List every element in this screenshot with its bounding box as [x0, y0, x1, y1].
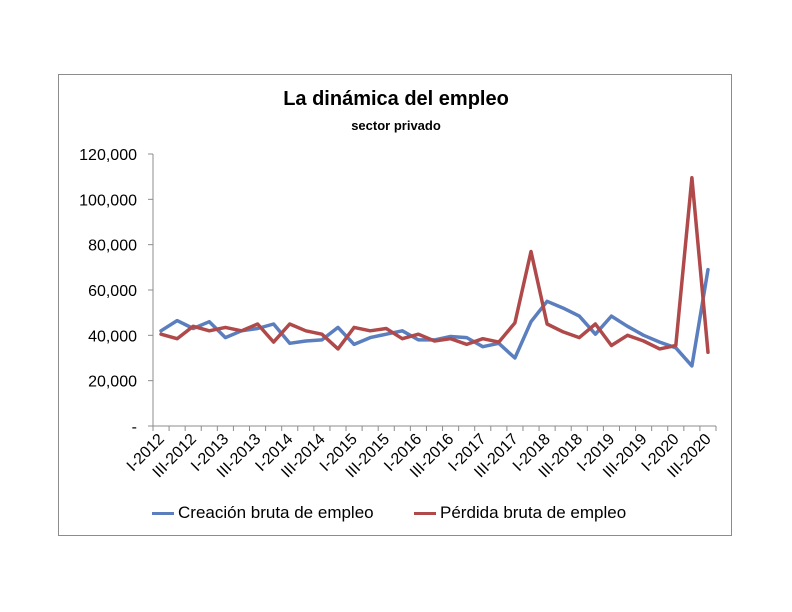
data-point-0	[352, 343, 356, 346]
y-tick-label: 60,000	[88, 283, 137, 300]
data-point-1	[240, 329, 243, 332]
legend-swatch-creacion	[152, 511, 174, 515]
data-point-1	[578, 336, 581, 339]
data-point-1	[272, 340, 275, 344]
data-point-1	[288, 322, 291, 326]
y-tick-label: 40,000	[88, 328, 137, 345]
data-point-0	[690, 364, 694, 368]
data-point-1	[561, 330, 565, 334]
y-tick-label: 100,000	[79, 192, 137, 209]
data-point-1	[256, 322, 259, 326]
data-point-0	[256, 327, 259, 330]
data-point-0	[465, 336, 468, 339]
legend-item-creacion: Creación bruta de empleo	[152, 503, 374, 523]
data-point-0	[642, 334, 645, 337]
legend-item-perdida: Pérdida bruta de empleo	[414, 503, 626, 523]
data-point-1	[449, 337, 452, 340]
data-point-1	[352, 326, 356, 329]
y-tick-label: 120,000	[79, 147, 137, 164]
data-point-1	[385, 327, 388, 330]
data-point-1	[642, 339, 645, 343]
data-point-0	[304, 339, 308, 343]
data-point-1	[224, 326, 227, 329]
data-point-0	[658, 340, 661, 344]
data-point-0	[272, 322, 275, 326]
data-point-0	[513, 356, 517, 360]
legend-label-perdida: Pérdida bruta de empleo	[440, 503, 627, 522]
data-point-0	[481, 345, 484, 348]
data-point-1	[208, 329, 211, 332]
data-point-0	[224, 336, 227, 339]
chart-frame	[58, 74, 732, 536]
data-point-0	[159, 329, 163, 332]
data-point-0	[529, 320, 533, 323]
data-point-1	[433, 339, 436, 343]
data-point-1	[465, 343, 468, 346]
y-tick-label: 20,000	[88, 374, 137, 391]
data-point-1	[159, 333, 163, 336]
data-point-1	[175, 337, 179, 340]
data-point-1	[594, 322, 597, 326]
data-point-1	[417, 333, 420, 336]
data-point-0	[336, 326, 340, 329]
data-point-1	[690, 176, 694, 179]
legend-label-creacion: Creación bruta de empleo	[178, 503, 374, 522]
data-point-1	[545, 322, 549, 326]
data-point-1	[513, 321, 517, 325]
data-point-0	[288, 342, 291, 345]
data-point-0	[545, 300, 549, 303]
chart-subtitle: sector privado	[351, 118, 441, 133]
data-point-1	[192, 325, 195, 328]
data-point-1	[320, 333, 324, 336]
data-point-1	[401, 337, 404, 340]
data-point-0	[626, 325, 629, 328]
data-point-1	[497, 340, 501, 344]
data-point-0	[706, 268, 710, 271]
data-point-1	[610, 344, 613, 347]
legend-swatch-perdida	[414, 511, 436, 515]
data-point-0	[578, 314, 581, 318]
chart-title: La dinámica del empleo	[283, 88, 509, 110]
data-point-1	[368, 329, 372, 332]
data-point-0	[594, 333, 597, 336]
data-point-0	[417, 338, 420, 342]
data-point-0	[320, 338, 324, 342]
data-point-1	[674, 344, 677, 347]
data-point-0	[368, 336, 372, 339]
data-point-1	[706, 351, 710, 354]
data-point-1	[336, 347, 340, 351]
data-point-0	[208, 320, 211, 323]
y-tick-label: -	[132, 419, 137, 436]
data-point-0	[610, 314, 613, 318]
data-point-0	[561, 306, 565, 310]
series-line-0	[159, 267, 710, 368]
data-point-0	[175, 319, 179, 322]
data-point-1	[304, 329, 308, 332]
data-point-0	[401, 329, 404, 332]
data-point-1	[658, 347, 661, 351]
data-point-1	[481, 337, 484, 340]
data-point-1	[626, 334, 629, 337]
y-tick-label: 80,000	[88, 238, 137, 255]
data-point-1	[529, 250, 533, 253]
data-point-0	[385, 333, 388, 336]
